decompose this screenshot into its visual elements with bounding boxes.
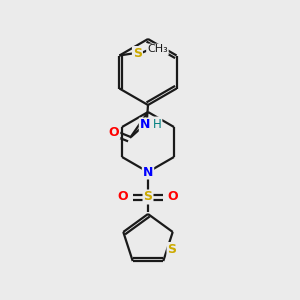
Text: H: H: [153, 118, 161, 130]
Text: S: S: [143, 190, 152, 203]
Text: O: O: [109, 125, 119, 139]
Text: S: S: [167, 243, 176, 256]
Text: N: N: [143, 166, 153, 178]
Text: O: O: [168, 190, 178, 203]
Text: O: O: [118, 190, 128, 203]
Text: N: N: [140, 118, 150, 131]
Text: S: S: [133, 47, 142, 60]
Text: CH₃: CH₃: [147, 44, 168, 55]
